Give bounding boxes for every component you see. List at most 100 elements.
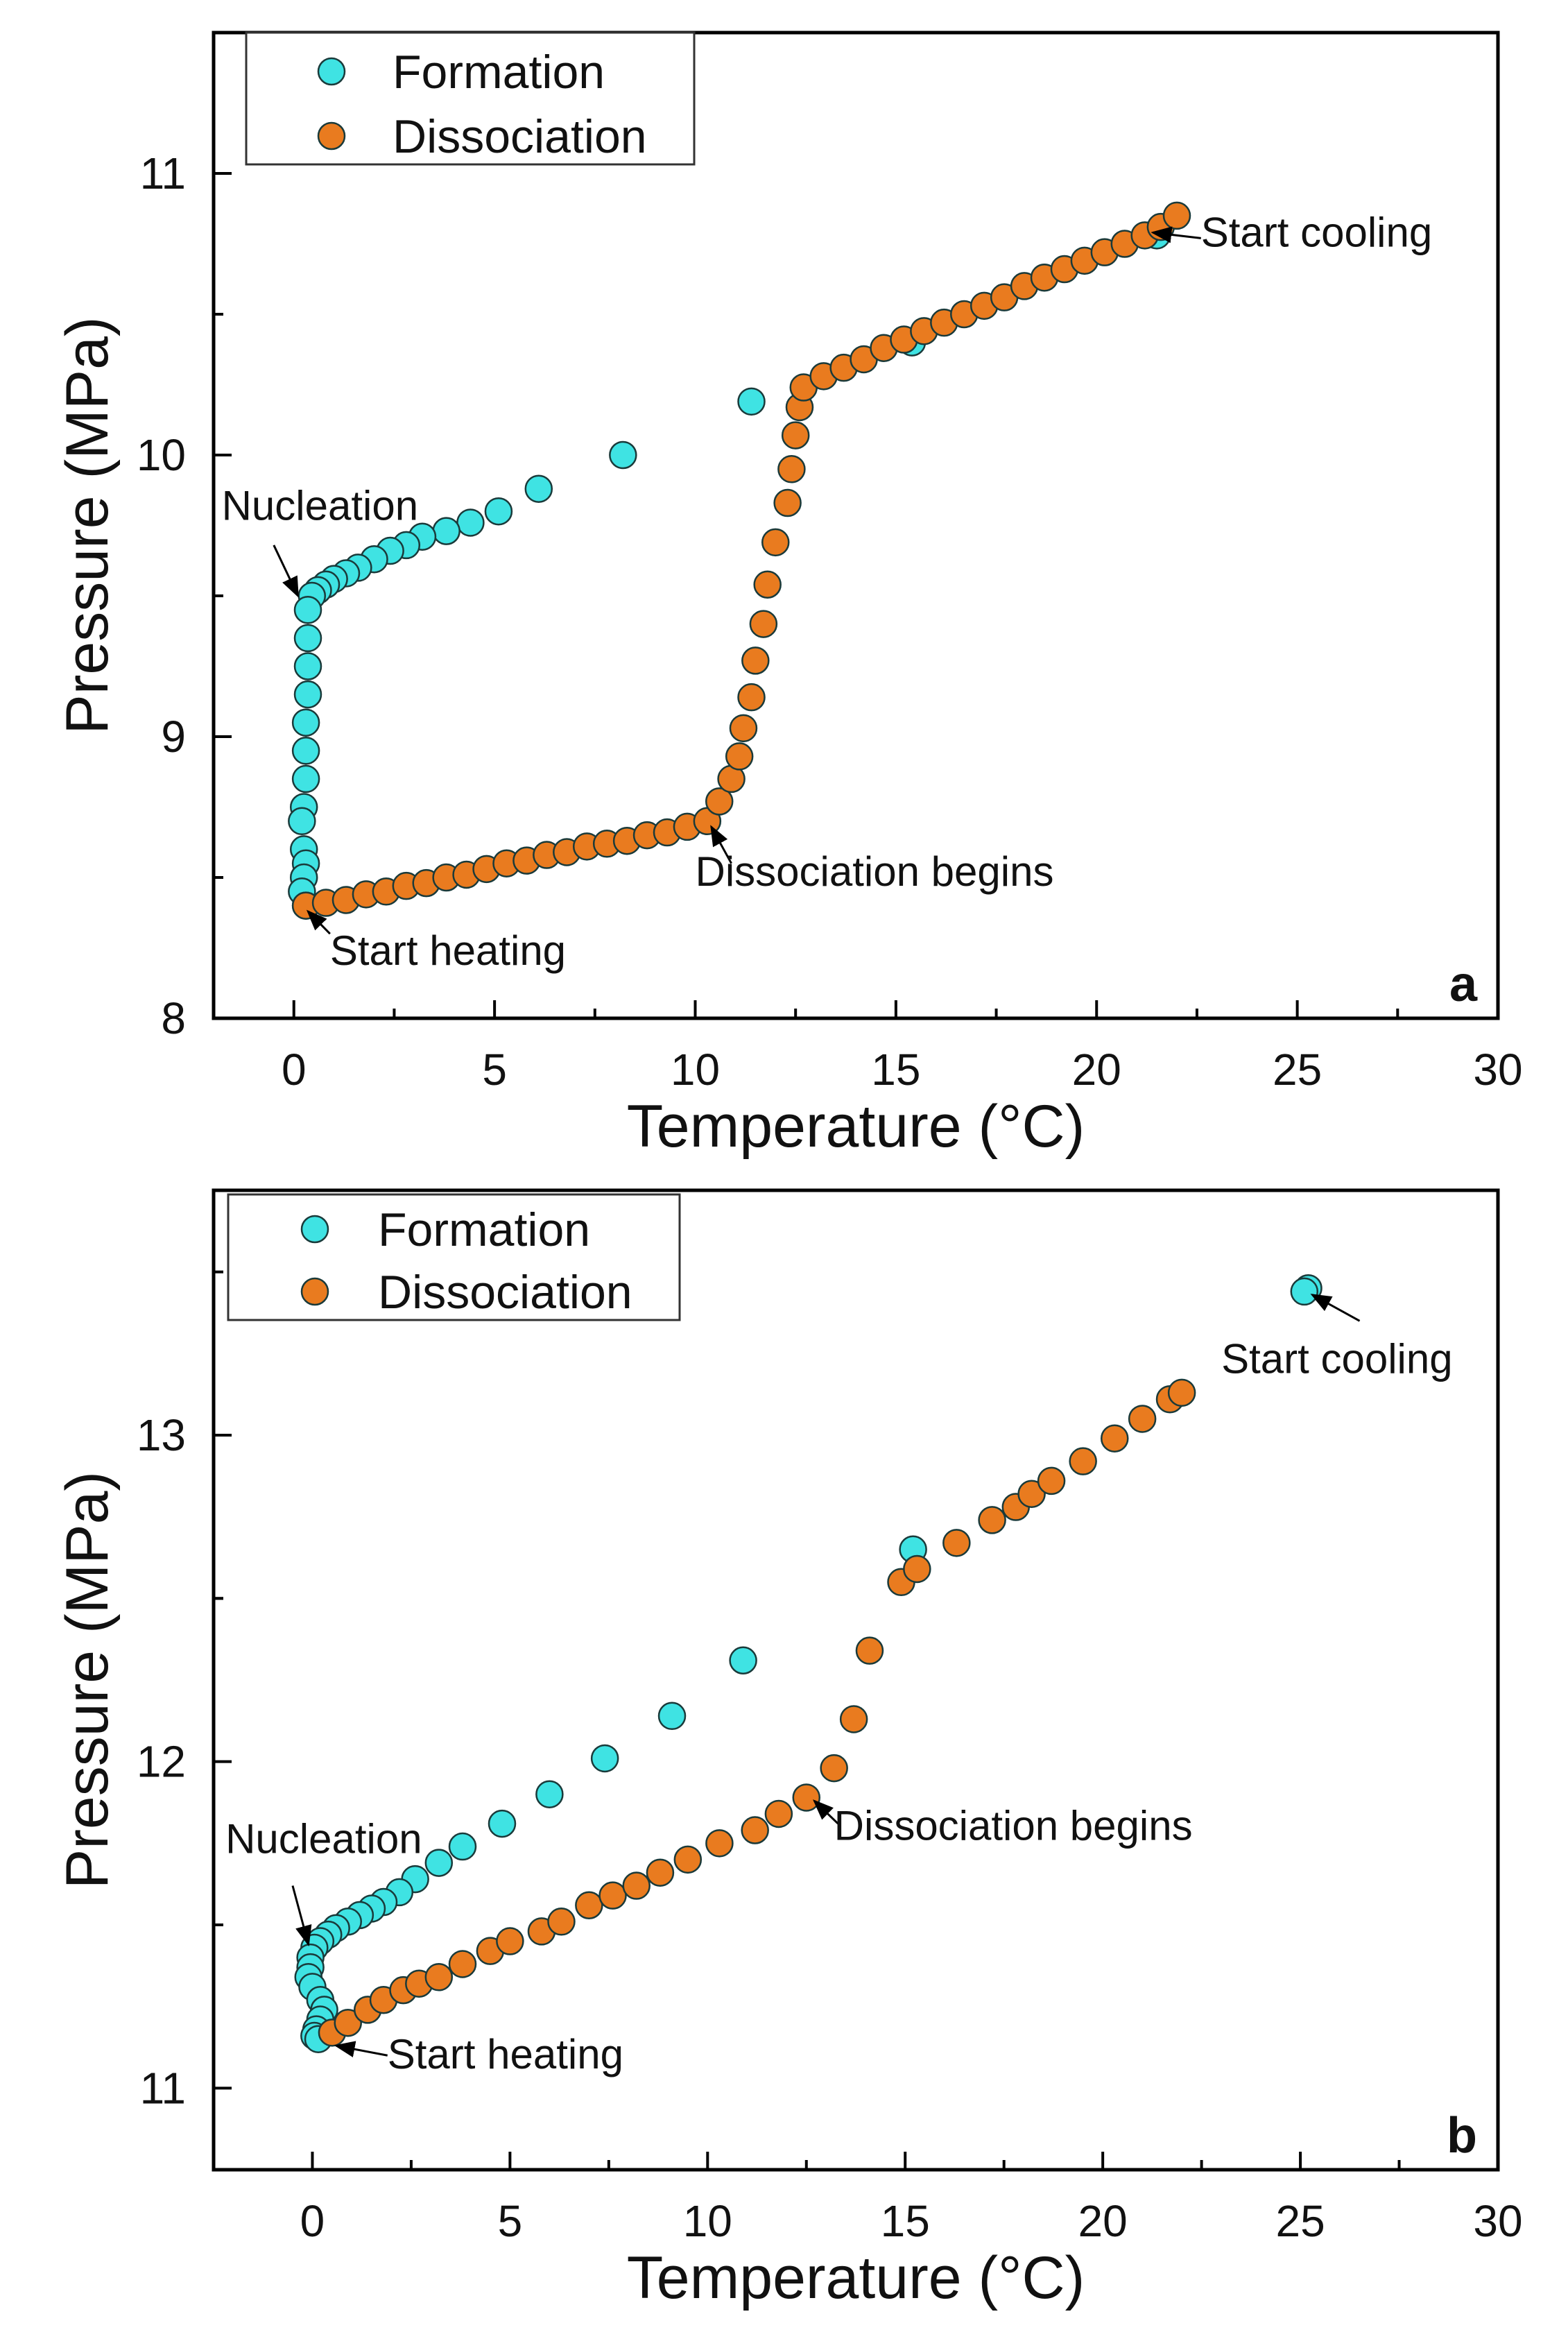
x-axis-title: Temperature (°C) xyxy=(627,1093,1085,1160)
data-point-dissociation xyxy=(1017,1480,1046,1508)
x-tick-label: 10 xyxy=(683,2196,732,2246)
legend: Formation Dissociation xyxy=(245,31,696,166)
x-tick-label: 20 xyxy=(1078,2196,1128,2246)
data-point-formation xyxy=(288,807,316,836)
data-point-dissociation xyxy=(496,1927,524,1955)
legend-marker xyxy=(300,1277,329,1306)
annotation-arrow xyxy=(813,1799,839,1825)
chart-panel-b: 0 5 10 15 20 25 30 11 12 13 Temperature (°C) Pressu… xyxy=(54,1188,1523,2311)
data-point-dissociation xyxy=(820,1754,848,1783)
x-axis-title: Temperature (°C) xyxy=(627,2245,1085,2311)
y-tick-label: 13 xyxy=(137,1410,186,1460)
legend-entry: Dissociation xyxy=(378,1266,632,1319)
y-axis-title: Pressure (MPa) xyxy=(54,316,121,734)
data-point-formation xyxy=(291,708,320,737)
annotation-arrow xyxy=(291,1885,312,1947)
data-point-dissociation xyxy=(839,1705,868,1733)
data-point-formation xyxy=(293,596,322,624)
annotation-arrow xyxy=(1310,1294,1361,1322)
data-point-dissociation xyxy=(753,570,782,599)
data-point-dissociation xyxy=(903,1554,931,1584)
data-point-dissociation xyxy=(705,1829,734,1858)
x-tick-label: 0 xyxy=(300,2196,325,2246)
y-axis-title: Pressure (MPa) xyxy=(54,1471,121,1889)
data-point-dissociation xyxy=(622,1871,651,1900)
series-formation xyxy=(294,1274,1323,2053)
legend-entry: Formation xyxy=(378,1203,590,1256)
data-point-dissociation xyxy=(1128,1405,1157,1433)
data-point-dissociation xyxy=(575,1891,603,1920)
data-point-formation xyxy=(291,737,320,765)
annotation-label: Start heating xyxy=(330,927,566,974)
annotation-label: Start cooling xyxy=(1221,1336,1453,1382)
data-point-formation xyxy=(609,440,637,470)
data-point-formation xyxy=(291,764,320,794)
annotation-arrow xyxy=(273,545,299,598)
data-point-dissociation xyxy=(777,455,806,483)
data-point-formation xyxy=(1290,1277,1319,1306)
plot-frame xyxy=(212,31,1500,1020)
data-point-formation xyxy=(293,680,322,709)
y-tick-label: 12 xyxy=(137,1737,186,1787)
data-point-dissociation xyxy=(1069,1447,1097,1475)
data-point-formation xyxy=(488,1809,517,1838)
data-point-formation xyxy=(657,1702,687,1731)
annotation-label: Start cooling xyxy=(1201,209,1433,256)
data-point-dissociation xyxy=(978,1506,1006,1534)
data-point-formation xyxy=(729,1646,757,1675)
data-point-dissociation xyxy=(741,1816,769,1844)
annotation-label: Dissociation begins xyxy=(834,1803,1193,1849)
data-point-dissociation xyxy=(729,714,758,743)
data-point-dissociation xyxy=(737,683,766,712)
data-point-dissociation xyxy=(942,1529,971,1557)
data-point-formation xyxy=(448,1832,477,1861)
panel-label: a xyxy=(1449,957,1478,1012)
data-point-dissociation xyxy=(1167,1378,1196,1407)
data-point-dissociation xyxy=(725,742,754,771)
data-point-dissociation xyxy=(764,1799,793,1828)
annotation-label: Dissociation begins xyxy=(696,848,1054,895)
panel-label: b xyxy=(1447,2108,1477,2163)
data-point-formation xyxy=(737,387,766,416)
annotation-arrow xyxy=(1151,226,1201,243)
x-tick-label: 5 xyxy=(482,1045,507,1095)
x-tick-label: 25 xyxy=(1275,2196,1325,2246)
data-point-dissociation xyxy=(705,787,734,816)
x-tick-label: 30 xyxy=(1473,2196,1522,2246)
annotation-label: Start heating xyxy=(388,2031,623,2077)
annotation-label: Nucleation xyxy=(225,1815,422,1862)
data-point-formation xyxy=(535,1780,564,1808)
chart-panel-a: 0 5 10 15 20 25 30 8 9 10 11 Temperature (°C) Pressu… xyxy=(54,31,1523,1160)
data-point-dissociation xyxy=(646,1858,675,1887)
data-point-dissociation xyxy=(773,488,802,517)
data-point-dissociation xyxy=(448,1950,477,1978)
x-tick-label: 0 xyxy=(282,1045,307,1095)
annotation-label: Nucleation xyxy=(222,482,419,529)
data-point-dissociation xyxy=(1162,201,1191,230)
series-dissociation xyxy=(318,1378,1196,2047)
y-tick-label: 11 xyxy=(140,2063,186,2113)
data-point-dissociation xyxy=(741,646,770,675)
data-point-dissociation xyxy=(334,2008,362,2037)
y-tick-label: 10 xyxy=(137,430,186,480)
x-tick-label: 30 xyxy=(1473,1045,1522,1095)
data-point-dissociation xyxy=(598,1881,627,1910)
data-point-formation xyxy=(484,497,513,526)
legend-marker xyxy=(317,121,346,151)
data-point-dissociation xyxy=(673,1845,703,1874)
data-point-formation xyxy=(590,1744,619,1773)
data-point-formation xyxy=(524,474,553,503)
y-tick-label: 9 xyxy=(161,712,186,762)
annotation-arrow xyxy=(334,2041,388,2057)
x-tick-label: 25 xyxy=(1273,1045,1322,1095)
x-tick-label: 15 xyxy=(871,1045,920,1095)
data-point-formation xyxy=(424,1849,454,1877)
x-tick-label: 10 xyxy=(671,1045,720,1095)
legend-entry: Dissociation xyxy=(393,110,647,163)
data-point-dissociation xyxy=(792,1783,821,1812)
y-tick-label: 8 xyxy=(161,993,186,1043)
y-tick-label: 11 xyxy=(140,148,186,198)
data-point-dissociation xyxy=(424,1963,454,1991)
annotation-arrow xyxy=(306,909,331,935)
